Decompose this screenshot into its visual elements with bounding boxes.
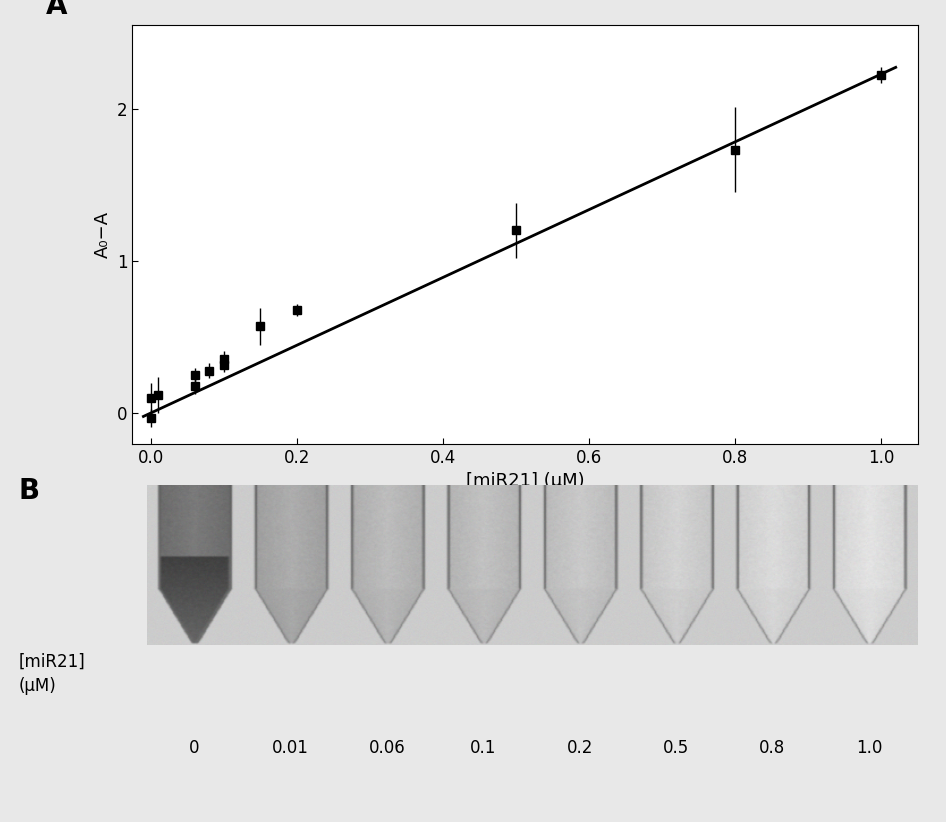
X-axis label: [miR21] (μM): [miR21] (μM) bbox=[465, 473, 585, 490]
Text: 0.01: 0.01 bbox=[272, 739, 309, 757]
Text: 1.0: 1.0 bbox=[856, 739, 882, 757]
Text: 0.8: 0.8 bbox=[760, 739, 785, 757]
Text: 0.1: 0.1 bbox=[470, 739, 497, 757]
Text: (μM): (μM) bbox=[19, 677, 57, 695]
Text: 0.2: 0.2 bbox=[567, 739, 593, 757]
Text: 0.5: 0.5 bbox=[663, 739, 690, 757]
Y-axis label: A₀−A: A₀−A bbox=[94, 210, 112, 258]
Text: [miR21]: [miR21] bbox=[19, 653, 86, 671]
Text: A: A bbox=[46, 0, 67, 21]
Text: 0: 0 bbox=[189, 739, 200, 757]
Text: 0.06: 0.06 bbox=[369, 739, 406, 757]
Text: B: B bbox=[19, 477, 40, 505]
